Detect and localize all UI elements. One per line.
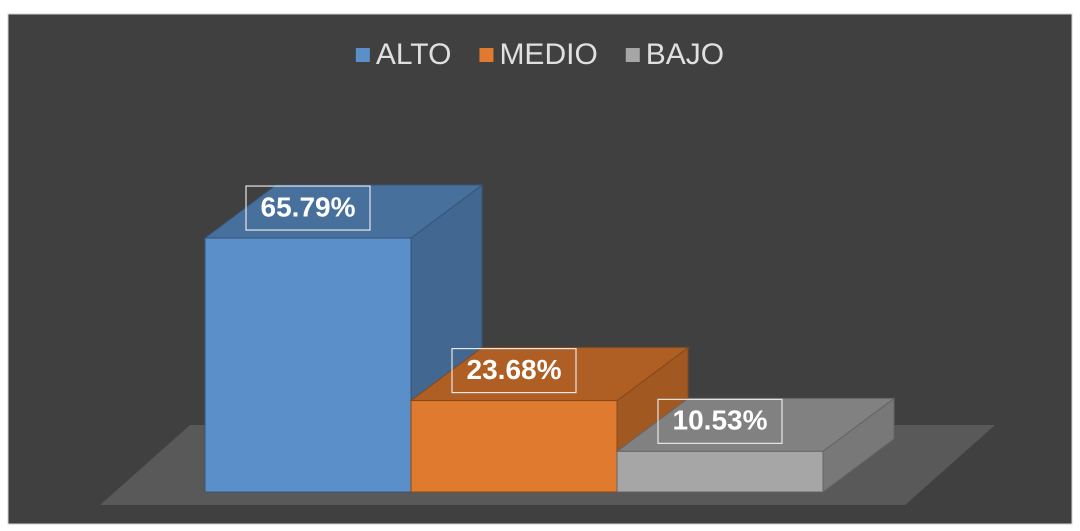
bar — [616, 450, 824, 493]
legend-label: MEDIO — [499, 38, 597, 71]
bar — [410, 400, 618, 493]
legend-swatch — [625, 48, 640, 62]
data-label: 65.79% — [261, 191, 356, 222]
bar — [204, 237, 412, 493]
data-label-box — [451, 347, 577, 394]
data-label: 10.53% — [673, 405, 768, 436]
data-label: 23.68% — [467, 354, 562, 385]
legend-swatch — [479, 48, 494, 62]
data-label-box — [657, 398, 783, 444]
legend-label: BAJO — [646, 38, 724, 71]
data-label-box — [245, 185, 371, 231]
legend-swatch — [355, 48, 370, 62]
legend-label: ALTO — [376, 38, 452, 71]
